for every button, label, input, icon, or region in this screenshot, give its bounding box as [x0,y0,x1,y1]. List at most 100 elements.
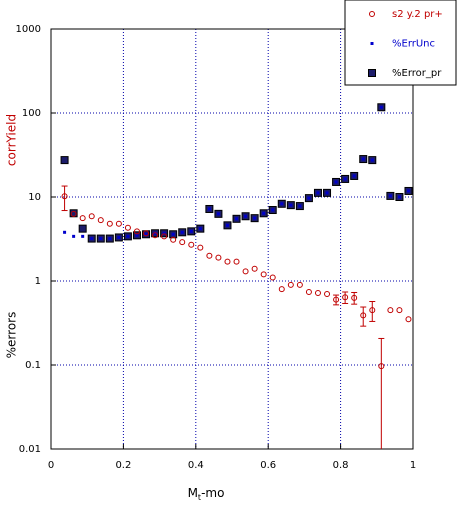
point [305,288,312,295]
point [78,224,87,233]
point [316,191,320,195]
point [108,237,112,241]
x-label-sub: t [198,493,201,502]
point [262,211,266,215]
point [396,307,403,314]
y-tick-label: 100 [22,108,41,119]
point [342,294,349,301]
legend-box [344,0,457,86]
legend-label: %Error_pr [392,68,442,79]
point [233,258,240,265]
point [171,232,175,236]
point [144,232,148,236]
point [216,212,220,216]
point [287,281,294,288]
point [215,254,222,261]
point [253,216,257,220]
point [206,252,213,259]
x-tick-label: 0.6 [260,460,276,471]
point [405,316,412,323]
point [298,204,302,208]
legend-label: %ErrUnc [392,39,435,50]
legend-marker [368,69,376,77]
point [99,237,103,241]
point [61,193,68,200]
legend-marker [369,11,375,17]
point [162,231,166,235]
point [152,232,159,239]
point [188,241,195,248]
point [397,195,401,199]
point [370,158,374,162]
point [81,234,85,238]
point [269,274,276,281]
point [278,286,285,293]
point [63,230,67,234]
point [280,202,284,206]
x-tick-label: 0.8 [333,460,349,471]
x-label-main: M [188,486,198,500]
point [406,189,410,193]
point [325,191,329,195]
point [124,224,131,231]
point [135,233,139,237]
y-tick-label: 1 [35,276,41,287]
y-tick-label: 0.01 [19,444,41,455]
point [387,307,394,314]
y-tick-label: 1000 [16,24,41,35]
x-tick-label: 0 [48,460,54,471]
y-tick-label: 10 [28,192,41,203]
point [115,220,122,227]
point [333,296,340,303]
point [260,271,267,278]
point [360,312,367,319]
point [351,294,358,301]
point [251,265,258,272]
point [334,180,338,184]
point [378,363,385,370]
point [352,174,356,178]
point [143,230,150,237]
y-axis-label: %errors [5,312,19,359]
x-label-rest: -mo [201,486,224,500]
point [244,214,248,218]
point [343,177,347,181]
point [296,281,303,288]
point [379,105,383,109]
point [72,234,76,238]
point [197,244,204,251]
x-axis-label: Mt-mo [188,486,225,502]
point [70,210,77,217]
point [117,235,121,239]
point [106,220,113,227]
point [307,196,311,200]
point [161,233,168,240]
point [198,227,202,231]
point [224,258,231,265]
x-tick-label: 0.4 [188,460,204,471]
point [314,289,321,296]
point [79,215,86,222]
x-tick-label: 1 [410,460,416,471]
point [126,234,130,238]
y-tick-label: 0.1 [25,360,41,371]
x-tick-label: 0.2 [115,460,131,471]
point [289,203,293,207]
point [242,268,249,275]
point [369,307,376,314]
point [90,237,94,241]
point [225,223,229,227]
point [189,229,193,233]
point [388,194,392,198]
plot-frame [50,28,414,450]
legend-marker [370,42,374,45]
point [170,236,177,243]
point [60,156,69,165]
point [207,207,211,211]
point [324,291,331,298]
point [180,230,184,234]
point [179,239,186,246]
point [235,217,239,221]
legend-label: s2 y.2 pr+ [392,9,443,20]
